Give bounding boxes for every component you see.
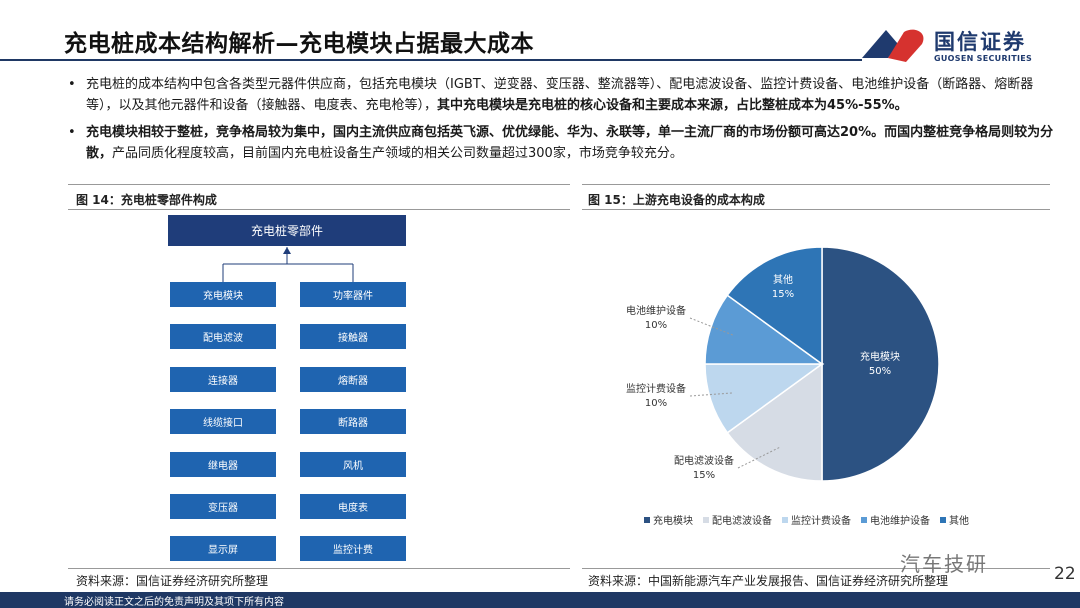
- leader-line: [689, 392, 734, 397]
- legend-item: 配电滤波设备: [703, 512, 772, 527]
- legend-item: 电池维护设备: [861, 512, 930, 527]
- page-number: 22: [1054, 564, 1076, 584]
- legend-swatch: [940, 516, 946, 523]
- figure15-title: 图 15：上游充电设备的成本构成: [588, 193, 765, 207]
- chart-legend: 充电模块 配电滤波设备 监控计费设备 电池维护设备 其他: [644, 512, 969, 527]
- footer-bar: 请务必阅读正文之后的免责声明及其项下所有内容: [0, 592, 1080, 608]
- component-box: 熔断器: [300, 366, 406, 392]
- slice-label: 监控计费设备: [626, 382, 686, 395]
- pie-slice: [726, 246, 823, 366]
- figure14-title-rule: [68, 209, 570, 210]
- logo-text-cn: 国信证券: [934, 30, 1026, 54]
- legend-swatch: [782, 516, 788, 523]
- slice-value-label: 15%: [772, 289, 794, 300]
- slice-value-label: 10%: [645, 320, 667, 331]
- slice-label: 配电滤波设备: [674, 454, 734, 467]
- summary-bullets: • 充电桩的成本结构中包含各类型元器件供应商，包括充电模块（IGBT、逆变器、变…: [68, 74, 1064, 170]
- pie-slice: [704, 294, 825, 365]
- component-box: 监控计费: [300, 536, 406, 562]
- figure15-bottom-rule: [582, 568, 1050, 569]
- figure15-title-rule: [582, 209, 1050, 210]
- legend-label: 充电模块: [653, 516, 693, 527]
- figure14-top-rule: [68, 184, 570, 185]
- component-box: 线缆接口: [170, 409, 276, 435]
- figure15-source: 资料来源：中国新能源汽车产业发展报告、国信证券经济研究所整理: [588, 574, 949, 588]
- figure14-title: 图 14：充电桩零部件构成: [76, 193, 217, 207]
- slice-label: 其他: [773, 273, 793, 286]
- figure14-bottom-rule: [68, 568, 570, 569]
- company-logo: 国信证券 GUOSEN SECURITIES: [858, 22, 1058, 66]
- pie-slice: [726, 362, 823, 482]
- legend-swatch: [703, 516, 709, 523]
- component-box: 变压器: [170, 494, 276, 519]
- title-divider: [0, 59, 862, 61]
- legend-swatch: [644, 516, 650, 523]
- slice-label: 电池维护设备: [626, 304, 686, 317]
- component-box: 继电器: [170, 451, 276, 477]
- bullet-text: 产品同质化程度较高，目前国内充电桩设备生产领域的相关公司数量超过300家，市场竞…: [112, 146, 683, 161]
- bullet-item: • 充电桩的成本结构中包含各类型元器件供应商，包括充电模块（IGBT、逆变器、变…: [68, 74, 1064, 116]
- component-box: 显示屏: [170, 536, 276, 562]
- component-box: 功率器件: [300, 282, 406, 307]
- legend-label: 配电滤波设备: [712, 516, 772, 527]
- disclaimer-text: 请务必阅读正文之后的免责声明及其项下所有内容: [64, 597, 284, 608]
- pie-slice: [821, 246, 940, 482]
- bullet-text: 充电桩的成本结构中包含各类型元器件供应商，包括充电模块（IGBT、逆变器、变压器…: [86, 77, 1034, 113]
- component-box: 接触器: [300, 324, 406, 350]
- figure14-source: 资料来源：国信证券经济研究所整理: [76, 574, 269, 588]
- component-box: 充电模块: [170, 282, 276, 307]
- slice-value-label: 15%: [693, 470, 715, 481]
- logo-text-en: GUOSEN SECURITIES: [934, 54, 1033, 63]
- legend-item: 监控计费设备: [782, 512, 851, 527]
- component-box: 断路器: [300, 409, 406, 435]
- legend-label: 监控计费设备: [791, 516, 851, 527]
- component-box: 风机: [300, 451, 406, 477]
- slice-value-label: 50%: [869, 366, 891, 377]
- legend-label: 其他: [949, 516, 969, 527]
- component-box: 连接器: [170, 366, 276, 392]
- legend-swatch: [861, 516, 867, 523]
- tree-root-box: 充电桩零部件: [168, 215, 406, 246]
- component-box: 配电滤波: [170, 324, 276, 350]
- bullet-text-bold: 充电模块相较于整桩，竞争格局较为集中，国内主流供应商包括英飞源、优优绿能、华为、…: [86, 125, 1054, 161]
- legend-label: 电池维护设备: [870, 516, 930, 527]
- component-box: 电度表: [300, 494, 406, 519]
- bullet-dot: •: [68, 125, 76, 140]
- slice-label: 充电模块: [860, 350, 900, 363]
- page-title: 充电桩成本结构解析—充电模块占据最大成本: [64, 31, 534, 57]
- legend-item: 其他: [940, 512, 969, 527]
- legend-item: 充电模块: [644, 512, 693, 527]
- bullet-item: • 充电模块相较于整桩，竞争格局较为集中，国内主流供应商包括英飞源、优优绿能、华…: [68, 122, 1064, 164]
- pie-slice: [704, 363, 825, 434]
- guosen-logo-icon: [862, 29, 924, 62]
- watermark-text: 汽车技研: [900, 552, 988, 576]
- figure15-top-rule: [582, 184, 1050, 185]
- bullet-text-bold: 其中充电模块是充电桩的核心设备和主要成本来源，占比整桩成本为45%-55%。: [437, 98, 908, 113]
- slice-value-label: 10%: [645, 398, 667, 409]
- bullet-dot: •: [68, 77, 76, 92]
